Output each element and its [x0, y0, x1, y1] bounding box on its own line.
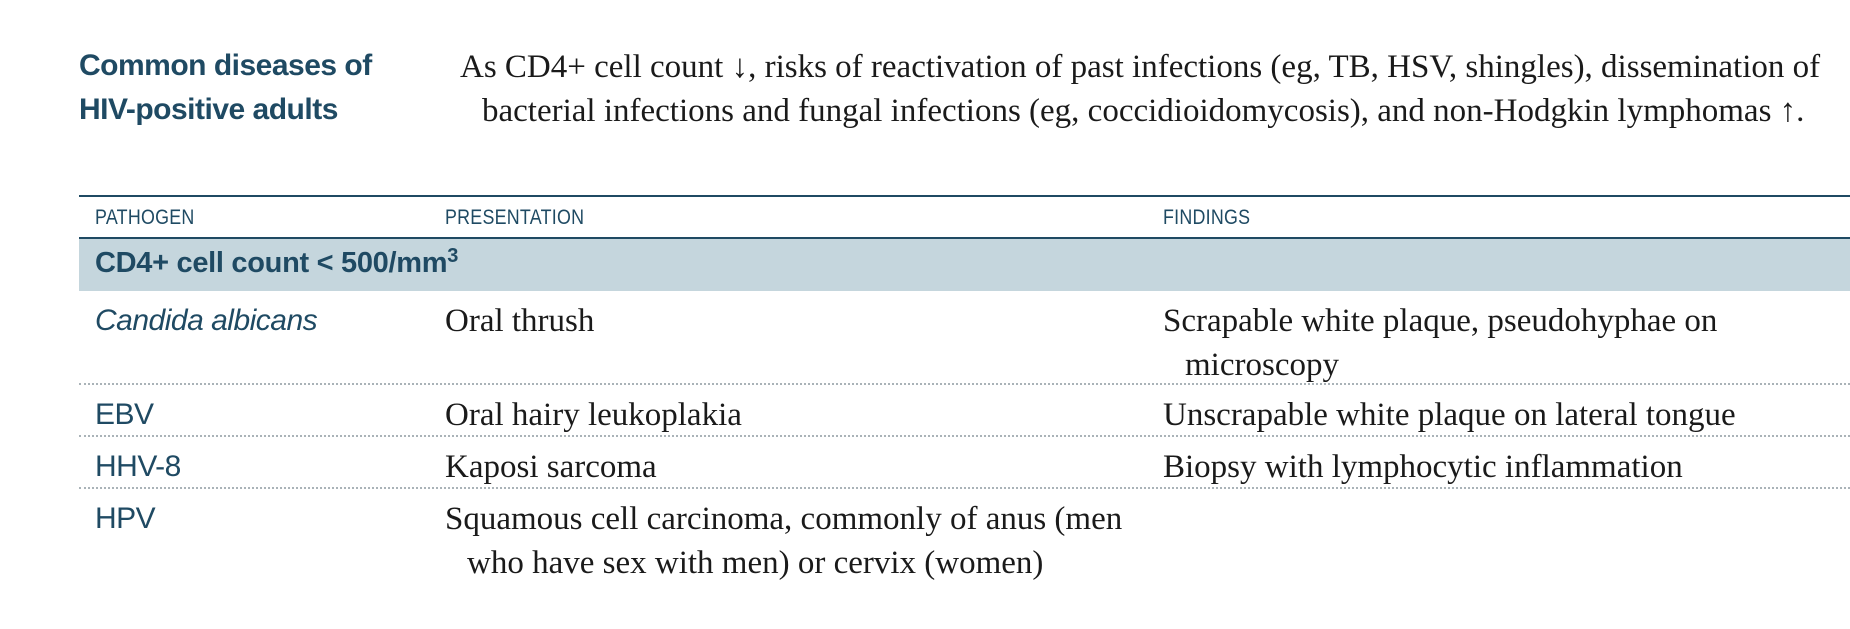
pathogen-cell: Candida albicans [95, 304, 318, 337]
presentation-cell: Oral thrush [445, 303, 595, 339]
cd4-band-label-wrap: CD4+ cell count < 500/mm3 [95, 245, 459, 280]
pathogen-cell: HHV-8 [95, 450, 181, 483]
section-title: Common diseases of HIV-positive adults [79, 49, 372, 126]
pathogen-cell: EBV [95, 398, 154, 431]
diseases-table: PATHOGEN PRESENTATION FINDINGS CD4+ cell… [79, 195, 1850, 629]
presentation-cell: Squamous cell carcinoma, commonly of anu… [445, 501, 1123, 581]
cd4-band-heading: CD4+ cell count < 500/mm3 [79, 239, 1850, 291]
table-row: Candida albicans Oral thrush Scrapable w… [79, 291, 1850, 385]
intro-paragraph: As CD4+ cell count ↓, risks of reactivat… [460, 49, 1821, 129]
presentation-cell: Oral hairy leukoplakia [445, 397, 742, 433]
header-pathogen: PATHOGEN [95, 206, 195, 229]
table-row: HHV-8 Kaposi sarcoma Biopsy with lymphoc… [79, 437, 1850, 489]
pathogen-cell: HPV [95, 502, 156, 535]
cd4-band-label: CD4+ cell count < 500/mm [95, 247, 448, 279]
table-row: EBV Oral hairy leukoplakia Unscrapable w… [79, 385, 1850, 437]
findings-cell: Biopsy with lymphocytic inflammation [1163, 449, 1683, 485]
findings-cell: Unscrapable white plaque on lateral tong… [1163, 397, 1736, 433]
header-findings: FINDINGS [1163, 206, 1251, 229]
table-row: HPV Squamous cell carcinoma, commonly of… [79, 489, 1850, 629]
findings-cell: Scrapable white plaque, pseudohyphae on … [1163, 303, 1718, 383]
header-presentation: PRESENTATION [445, 206, 585, 229]
presentation-cell: Kaposi sarcoma [445, 449, 657, 485]
table-header-row: PATHOGEN PRESENTATION FINDINGS [79, 195, 1850, 239]
cd4-band-superscript: 3 [447, 245, 459, 267]
